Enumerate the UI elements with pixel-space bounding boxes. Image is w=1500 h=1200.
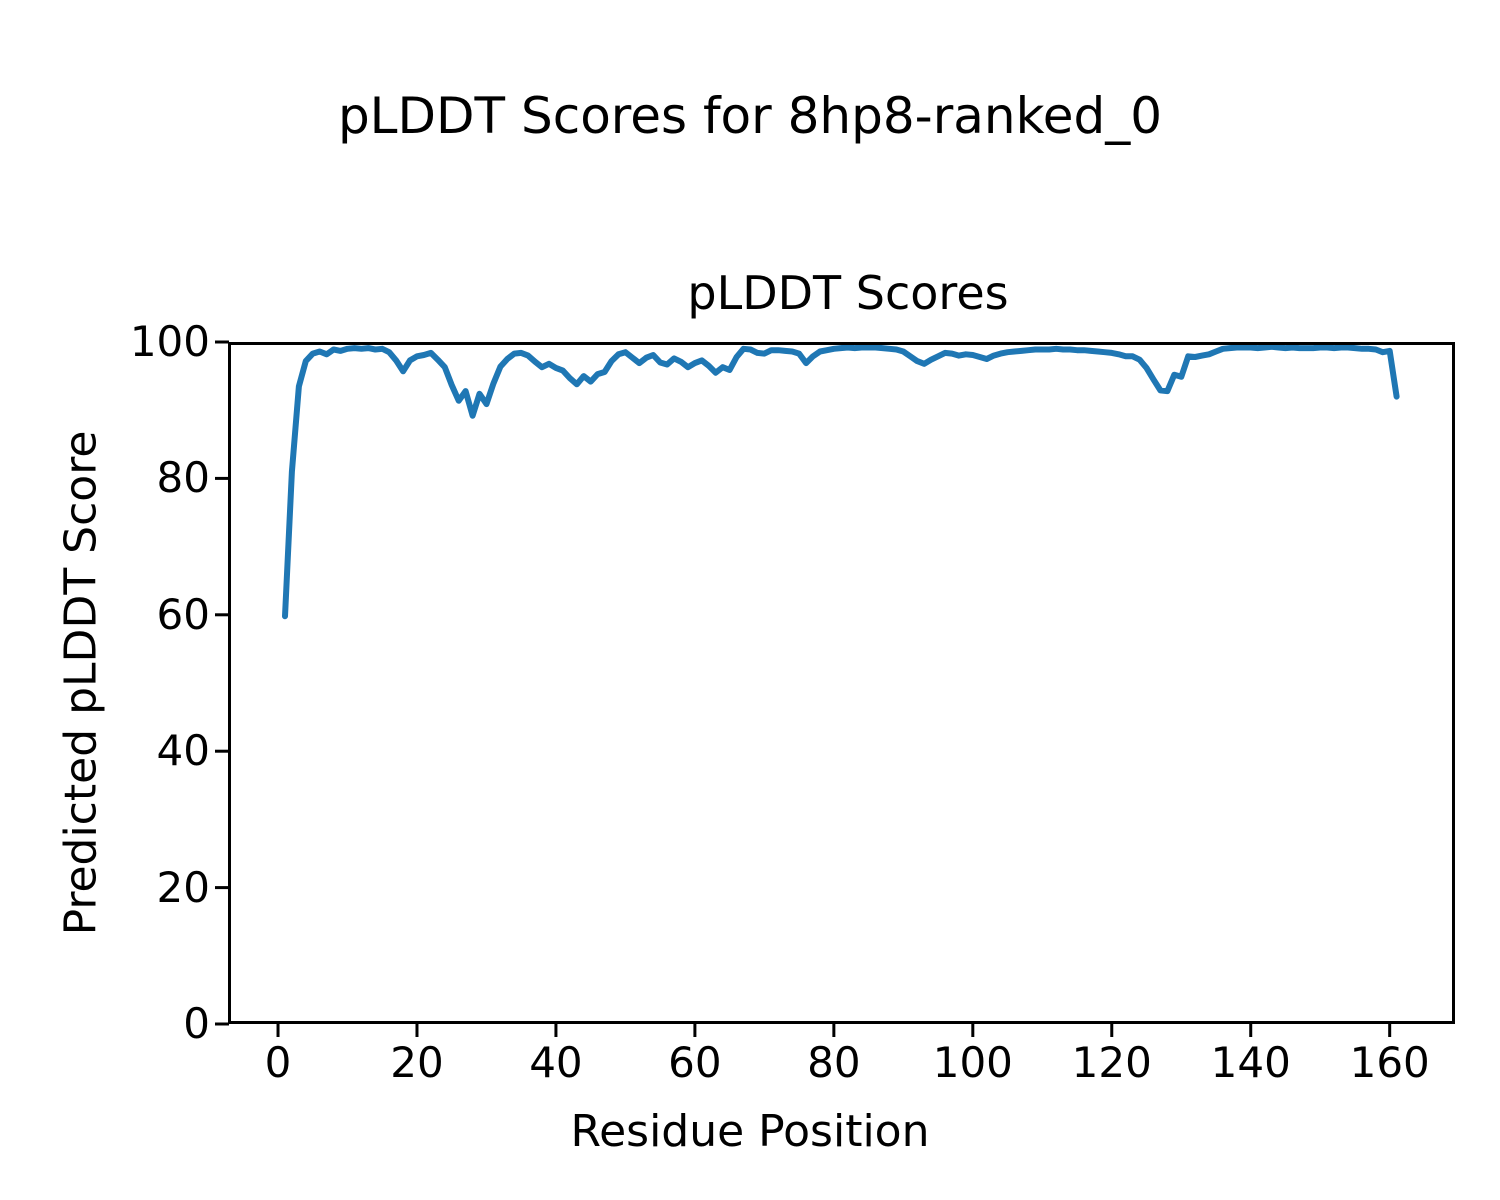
x-tick-label: 80 bbox=[807, 1038, 861, 1087]
axes-title: pLDDT Scores bbox=[687, 266, 1009, 320]
x-tick-label: 160 bbox=[1349, 1038, 1430, 1087]
x-axis-label: Residue Position bbox=[570, 1106, 930, 1157]
x-tick-label: 60 bbox=[668, 1038, 722, 1087]
y-tick-label: 80 bbox=[156, 453, 210, 503]
y-axis-tick-labels: 0 20 40 60 80 100 bbox=[130, 321, 1455, 1045]
y-tick-label: 0 bbox=[183, 999, 210, 1048]
x-tick-label: 40 bbox=[529, 1038, 583, 1087]
x-tick-label: 140 bbox=[1210, 1038, 1291, 1087]
x-tick-label: 100 bbox=[932, 1038, 1013, 1087]
plddt-line-series bbox=[282, 343, 1400, 620]
x-tick-label: 20 bbox=[390, 1038, 444, 1087]
y-axis-label: Predicted pLDDT Score bbox=[55, 430, 107, 936]
y-tick-label: 100 bbox=[129, 317, 210, 366]
axes-spines bbox=[228, 342, 1455, 1024]
y-tick-label: 60 bbox=[156, 589, 210, 639]
y-tick-label: 40 bbox=[156, 726, 210, 776]
x-tick-label: 0 bbox=[264, 1038, 292, 1087]
plot-area: 0 20 40 60 80 100 120 140 160 0 20 40 60 80 100 bbox=[130, 321, 1455, 1084]
y-tick-label: 20 bbox=[156, 862, 210, 912]
figure-title: pLDDT Scores for 8hp8-ranked_0 bbox=[337, 87, 1163, 145]
x-axis-tick-labels: 0 20 40 60 80 100 120 140 160 bbox=[228, 342, 1455, 1084]
x-tick-label: 120 bbox=[1071, 1038, 1152, 1087]
plot-canvas bbox=[215, 340, 1455, 1037]
